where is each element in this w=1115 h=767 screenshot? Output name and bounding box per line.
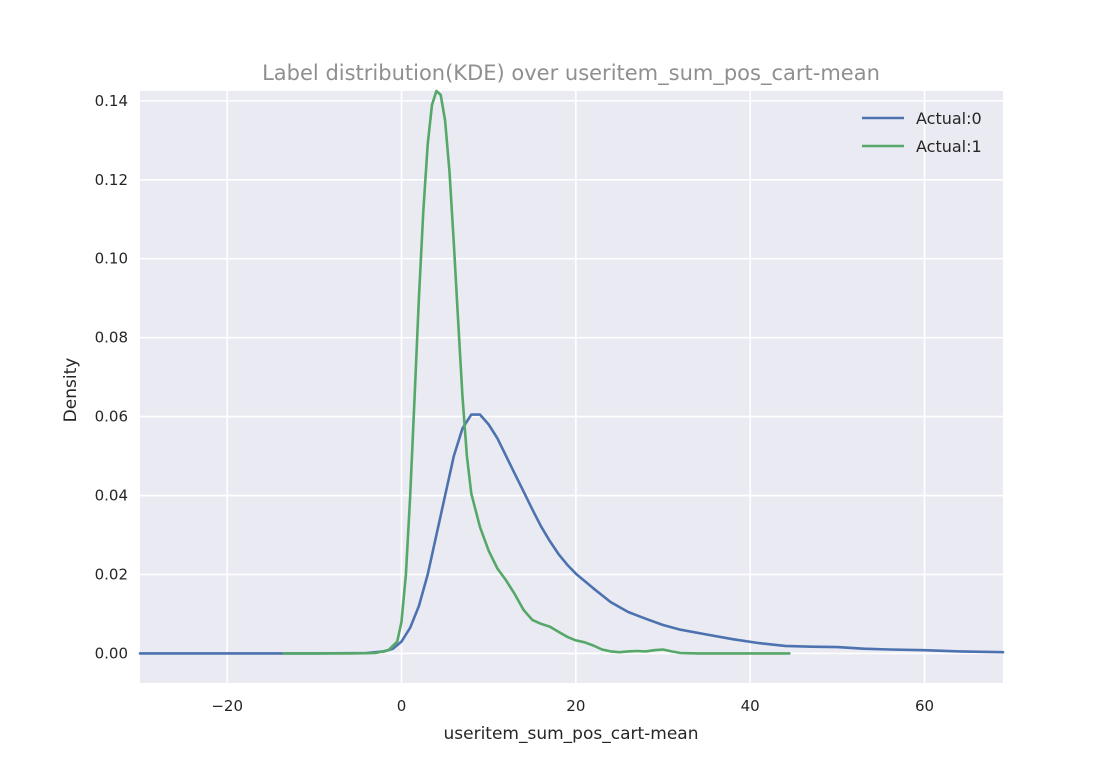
- x-axis-ticks: −20 0 20 40 60: [211, 697, 934, 715]
- x-tick-label: 20: [566, 697, 585, 715]
- x-tick-label: 40: [741, 697, 760, 715]
- series-line-0: [138, 413, 1005, 655]
- x-tick-label: −20: [211, 697, 243, 715]
- y-tick-label: 0.14: [95, 92, 128, 110]
- y-tick-label: 0.06: [95, 408, 128, 426]
- y-tick-label: 0.04: [95, 487, 128, 505]
- x-tick-label: 60: [915, 697, 934, 715]
- legend: Actual:0 Actual:1: [862, 109, 982, 156]
- y-axis-label: Density: [61, 358, 81, 423]
- y-tick-label: 0.00: [95, 644, 128, 662]
- plot-area: [138, 89, 1005, 683]
- plot-background: [140, 91, 1003, 683]
- y-axis-ticks: 0.00 0.02 0.04 0.06 0.08 0.10 0.12 0.14: [95, 92, 128, 663]
- legend-label: Actual:1: [916, 137, 982, 156]
- chart-title: Label distribution(KDE) over useritem_su…: [262, 61, 880, 86]
- legend-label: Actual:0: [916, 109, 982, 128]
- y-tick-label: 0.12: [95, 171, 128, 189]
- y-tick-label: 0.10: [95, 250, 128, 268]
- y-tick-label: 0.08: [95, 329, 128, 347]
- y-tick-label: 0.02: [95, 565, 128, 583]
- x-axis-label: useritem_sum_pos_cart-mean: [444, 724, 699, 744]
- x-tick-label: 0: [397, 697, 407, 715]
- grid-lines: [140, 91, 1003, 683]
- series-lines: [138, 89, 1005, 655]
- series-line-1: [282, 89, 791, 655]
